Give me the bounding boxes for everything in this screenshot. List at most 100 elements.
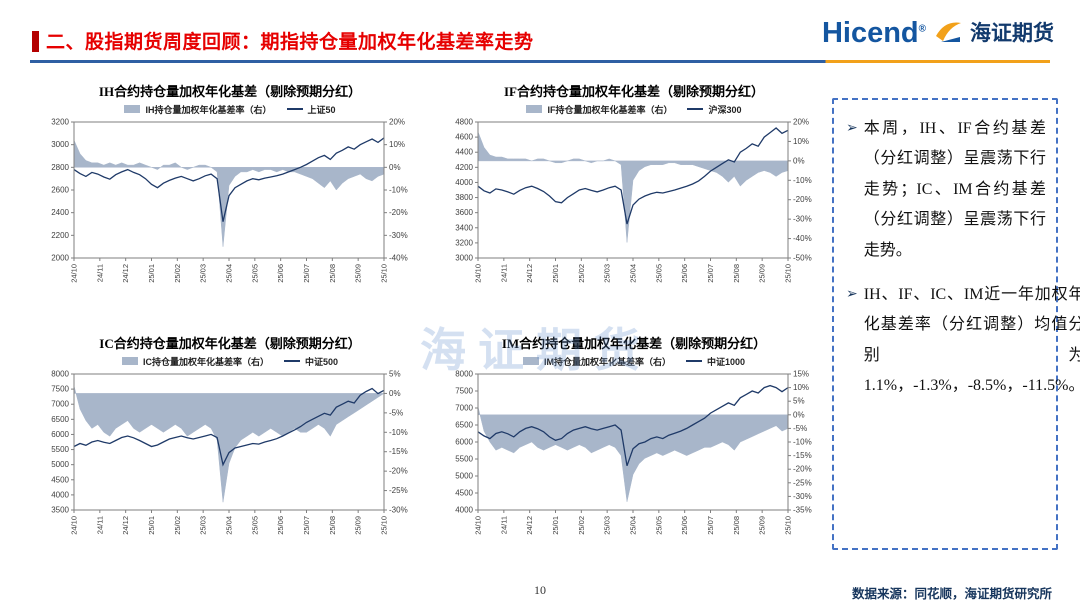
svg-text:25/07: 25/07 xyxy=(706,264,715,283)
brand-logo: Hicend® 海证期货 xyxy=(822,18,1054,49)
svg-text:4500: 4500 xyxy=(51,475,69,484)
svg-text:25/02: 25/02 xyxy=(173,264,182,283)
legend-area-label: IF持仓量加权年化基差率（右） xyxy=(547,104,673,115)
svg-text:25/05: 25/05 xyxy=(654,516,663,535)
svg-text:-30%: -30% xyxy=(793,215,812,224)
header-divider xyxy=(30,60,1050,63)
svg-text:3000: 3000 xyxy=(455,254,473,263)
svg-text:25/09: 25/09 xyxy=(758,516,767,535)
svg-text:3200: 3200 xyxy=(455,238,473,247)
index-line-series xyxy=(477,384,789,467)
svg-text:25/04: 25/04 xyxy=(225,516,234,535)
svg-text:24/12: 24/12 xyxy=(525,516,534,535)
svg-text:-10%: -10% xyxy=(793,176,812,185)
commentary-bullet-2-text: IH、IF、IC、IM近一年加权年化基差率（分红调整）均值分别为1.1%，-1.… xyxy=(863,285,1080,395)
page-title: 二、股指期货周度回顾：期指持仓量加权年化基差率走势 xyxy=(46,32,534,53)
svg-text:7000: 7000 xyxy=(455,404,473,413)
svg-text:-20%: -20% xyxy=(793,195,812,204)
svg-text:-15%: -15% xyxy=(793,451,812,460)
svg-text:3800: 3800 xyxy=(455,193,473,202)
legend-area-label: IC持仓量加权年化基差率（右） xyxy=(142,356,269,367)
svg-text:25/07: 25/07 xyxy=(706,516,715,535)
svg-text:25/08: 25/08 xyxy=(732,516,741,535)
bullet-arrow-icon: ➢ xyxy=(846,121,858,136)
svg-text:6500: 6500 xyxy=(455,421,473,430)
svg-text:7500: 7500 xyxy=(51,385,69,394)
svg-text:25/07: 25/07 xyxy=(302,516,311,535)
svg-text:0%: 0% xyxy=(389,163,401,172)
chart-title-ic: IC合约持仓量加权年化基差（剔除预期分红） xyxy=(99,336,361,351)
svg-text:25/02: 25/02 xyxy=(577,516,586,535)
svg-text:0%: 0% xyxy=(793,156,805,165)
legend-line-swatch xyxy=(283,360,300,362)
svg-text:4000: 4000 xyxy=(455,506,473,515)
legend-area-label: IM持仓量加权年化基差率（右） xyxy=(543,356,671,367)
svg-text:25/07: 25/07 xyxy=(302,264,311,283)
data-source: 数据来源：同花顺，海证期货研究所 xyxy=(851,587,1052,601)
index-line-series xyxy=(73,137,385,222)
svg-text:25/08: 25/08 xyxy=(328,264,337,283)
svg-text:25/06: 25/06 xyxy=(680,516,689,535)
legend-line-swatch xyxy=(685,360,702,362)
legend-area-swatch xyxy=(121,357,138,365)
svg-text:2800: 2800 xyxy=(51,163,69,172)
chart-title-if: IF合约持仓量加权年化基差（剔除预期分红） xyxy=(503,84,764,99)
svg-text:25/01: 25/01 xyxy=(551,264,560,283)
svg-text:3400: 3400 xyxy=(455,223,473,232)
svg-text:-10%: -10% xyxy=(389,186,408,195)
svg-text:3500: 3500 xyxy=(51,506,69,515)
svg-text:2000: 2000 xyxy=(51,254,69,263)
svg-text:7500: 7500 xyxy=(455,387,473,396)
svg-text:8000: 8000 xyxy=(51,370,69,379)
svg-text:-40%: -40% xyxy=(793,234,812,243)
chart-canvas: 4000 4500 5000 5500 6000 6500 7000 7500 8000 -35%… xyxy=(455,370,812,535)
svg-text:4000: 4000 xyxy=(51,490,69,499)
legend-line-label: 中证1000 xyxy=(706,356,746,367)
chart-panel-if: IF合约持仓量加权年化基差（剔除预期分红） IF持仓量加权年化基差率（右） 沪深3… xyxy=(438,82,830,300)
svg-text:25/09: 25/09 xyxy=(758,264,767,283)
svg-text:25/03: 25/03 xyxy=(199,264,208,283)
svg-text:24/11: 24/11 xyxy=(95,264,104,282)
chart-legend-if: IF持仓量加权年化基差率（右） 沪深300 xyxy=(438,102,830,116)
chart-legend-im: IM持仓量加权年化基差率（右） 中证1000 xyxy=(438,354,830,368)
chart-panel-ic: IC合约持仓量加权年化基差（剔除预期分红） IC持仓量加权年化基差率（右） 中证5… xyxy=(34,334,426,552)
svg-text:25/10: 25/10 xyxy=(380,516,389,535)
svg-text:-25%: -25% xyxy=(793,478,812,487)
legend-line-swatch xyxy=(286,108,303,110)
svg-text:6000: 6000 xyxy=(455,438,473,447)
svg-text:4400: 4400 xyxy=(455,148,473,157)
svg-text:-40%: -40% xyxy=(389,254,408,263)
svg-text:2600: 2600 xyxy=(51,186,69,195)
svg-text:-15%: -15% xyxy=(389,447,408,456)
commentary-bullet-2: ➢ IH、IF、IC、IM近一年加权年化基差率（分红调整）均值分别为1.1%，-… xyxy=(846,280,1080,402)
svg-text:5%: 5% xyxy=(793,397,805,406)
svg-text:10%: 10% xyxy=(793,383,809,392)
plot-border xyxy=(73,121,385,259)
svg-text:24/10: 24/10 xyxy=(474,516,483,535)
svg-text:25/01: 25/01 xyxy=(551,516,560,535)
svg-text:25/03: 25/03 xyxy=(603,516,612,535)
svg-text:2200: 2200 xyxy=(51,231,69,240)
svg-text:-20%: -20% xyxy=(793,465,812,474)
commentary-panel: ➢ 本周，IH、IF合约基差（分红调整）呈震荡下行走势；IC、IM合约基差（分红… xyxy=(832,98,1080,550)
svg-text:-50%: -50% xyxy=(793,254,812,263)
svg-text:25/02: 25/02 xyxy=(577,264,586,283)
svg-text:7000: 7000 xyxy=(51,400,69,409)
svg-text:4200: 4200 xyxy=(455,163,473,172)
svg-text:25/03: 25/03 xyxy=(199,516,208,535)
svg-text:-20%: -20% xyxy=(389,467,408,476)
chart-legend-ic: IC持仓量加权年化基差率（右） 中证500 xyxy=(34,354,426,368)
svg-text:5000: 5000 xyxy=(51,460,69,469)
svg-text:-10%: -10% xyxy=(389,428,408,437)
svg-text:20%: 20% xyxy=(793,118,809,127)
svg-text:25/08: 25/08 xyxy=(732,264,741,283)
svg-text:3600: 3600 xyxy=(455,208,473,217)
svg-text:24/11: 24/11 xyxy=(499,516,508,534)
chart-canvas: 3000 3200 3400 3600 3800 4000 4200 4400 4600 4800… xyxy=(455,118,812,283)
svg-text:25/06: 25/06 xyxy=(276,264,285,283)
svg-text:4600: 4600 xyxy=(455,133,473,142)
svg-text:24/10: 24/10 xyxy=(70,264,79,283)
brand-logo-text-en: Hicend® xyxy=(821,17,926,49)
svg-text:24/10: 24/10 xyxy=(474,264,483,283)
